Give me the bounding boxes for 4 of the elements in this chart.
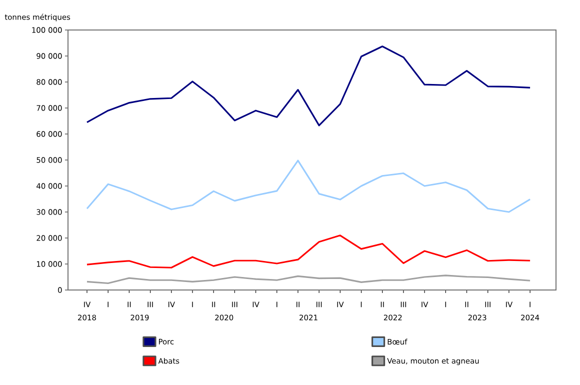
line-series [86,46,531,126]
line-series [86,160,531,213]
line-series [86,274,531,284]
line-series [86,234,531,268]
